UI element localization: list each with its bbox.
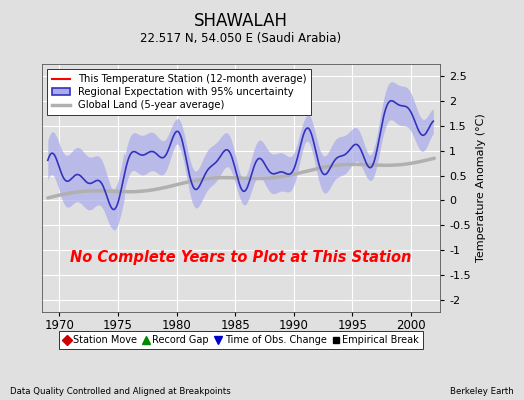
Text: Data Quality Controlled and Aligned at Breakpoints: Data Quality Controlled and Aligned at B… xyxy=(10,387,231,396)
Text: Berkeley Earth: Berkeley Earth xyxy=(450,387,514,396)
Text: 22.517 N, 54.050 E (Saudi Arabia): 22.517 N, 54.050 E (Saudi Arabia) xyxy=(140,32,342,45)
Y-axis label: Temperature Anomaly (°C): Temperature Anomaly (°C) xyxy=(476,114,486,262)
Text: No Complete Years to Plot at This Station: No Complete Years to Plot at This Statio… xyxy=(70,250,412,265)
Legend: This Temperature Station (12-month average), Regional Expectation with 95% uncer: This Temperature Station (12-month avera… xyxy=(47,69,311,115)
Text: SHAWALAH: SHAWALAH xyxy=(194,12,288,30)
Legend: Station Move, Record Gap, Time of Obs. Change, Empirical Break: Station Move, Record Gap, Time of Obs. C… xyxy=(59,331,423,349)
